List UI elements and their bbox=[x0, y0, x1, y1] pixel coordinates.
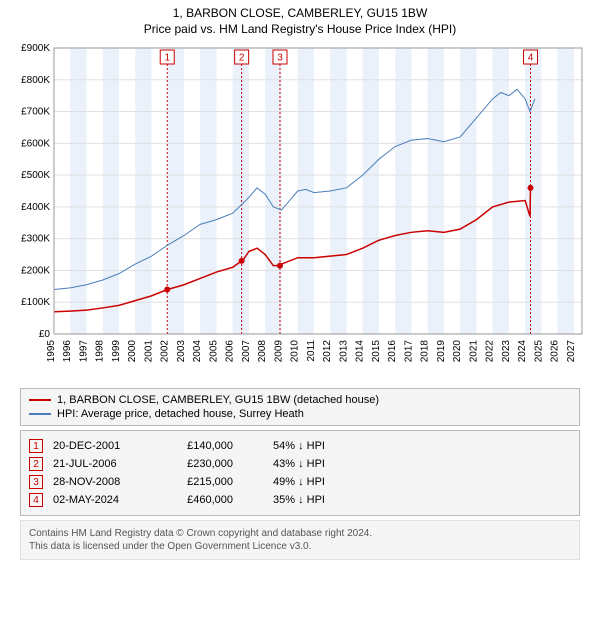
chart-container: 1, BARBON CLOSE, CAMBERLEY, GU15 1BW Pri… bbox=[0, 0, 600, 560]
table-row: 3 28-NOV-2008 £215,000 49% ↓ HPI bbox=[29, 473, 571, 491]
svg-text:£400K: £400K bbox=[21, 202, 50, 213]
svg-text:2: 2 bbox=[239, 53, 245, 64]
svg-text:£500K: £500K bbox=[21, 170, 50, 181]
transaction-pct: 43% ↓ HPI bbox=[273, 458, 403, 470]
svg-text:2017: 2017 bbox=[403, 340, 414, 363]
transaction-pct: 35% ↓ HPI bbox=[273, 494, 403, 506]
svg-text:2024: 2024 bbox=[517, 340, 528, 363]
transaction-pct: 54% ↓ HPI bbox=[273, 440, 403, 452]
transactions-table: 1 20-DEC-2001 £140,000 54% ↓ HPI 2 21-JUL-200… bbox=[20, 430, 580, 516]
svg-text:2004: 2004 bbox=[192, 340, 203, 363]
table-row: 1 20-DEC-2001 £140,000 54% ↓ HPI bbox=[29, 437, 571, 455]
svg-text:2015: 2015 bbox=[371, 340, 382, 363]
svg-text:1998: 1998 bbox=[95, 340, 106, 363]
svg-text:2020: 2020 bbox=[452, 340, 463, 363]
svg-text:2025: 2025 bbox=[533, 340, 544, 363]
transaction-price: £460,000 bbox=[173, 494, 263, 506]
transaction-marker: 3 bbox=[29, 475, 43, 489]
svg-text:2014: 2014 bbox=[355, 340, 366, 363]
legend-row: HPI: Average price, detached house, Surr… bbox=[29, 407, 571, 421]
svg-text:2018: 2018 bbox=[420, 340, 431, 363]
footer-line2: This data is licensed under the Open Gov… bbox=[29, 540, 571, 553]
svg-text:£200K: £200K bbox=[21, 265, 50, 276]
legend-label: 1, BARBON CLOSE, CAMBERLEY, GU15 1BW (de… bbox=[57, 394, 379, 406]
svg-text:2013: 2013 bbox=[338, 340, 349, 363]
svg-text:£0: £0 bbox=[39, 329, 51, 340]
transaction-price: £140,000 bbox=[173, 440, 263, 452]
svg-text:£300K: £300K bbox=[21, 234, 50, 245]
svg-text:£600K: £600K bbox=[21, 138, 50, 149]
table-row: 4 02-MAY-2024 £460,000 35% ↓ HPI bbox=[29, 491, 571, 509]
legend-label: HPI: Average price, detached house, Surr… bbox=[57, 408, 304, 420]
legend-swatch bbox=[29, 413, 51, 415]
table-row: 2 21-JUL-2006 £230,000 43% ↓ HPI bbox=[29, 455, 571, 473]
svg-text:2006: 2006 bbox=[225, 340, 236, 363]
footer-line1: Contains HM Land Registry data © Crown c… bbox=[29, 527, 571, 540]
chart-subtitle: Price paid vs. HM Land Registry's House … bbox=[0, 20, 600, 42]
legend-row: 1, BARBON CLOSE, CAMBERLEY, GU15 1BW (de… bbox=[29, 393, 571, 407]
svg-text:2008: 2008 bbox=[257, 340, 268, 363]
svg-text:1999: 1999 bbox=[111, 340, 122, 363]
chart-title: 1, BARBON CLOSE, CAMBERLEY, GU15 1BW bbox=[0, 0, 600, 20]
svg-text:2009: 2009 bbox=[273, 340, 284, 363]
svg-text:2022: 2022 bbox=[485, 340, 496, 363]
svg-text:2000: 2000 bbox=[127, 340, 138, 363]
svg-text:1996: 1996 bbox=[62, 340, 73, 363]
transaction-price: £215,000 bbox=[173, 476, 263, 488]
svg-text:£900K: £900K bbox=[21, 43, 50, 54]
chart-plot: £0 £100K £200K £300K £400K £500K £600K £700K £80… bbox=[10, 42, 590, 382]
transaction-marker: 4 bbox=[29, 493, 43, 507]
transaction-pct: 49% ↓ HPI bbox=[273, 476, 403, 488]
svg-text:2011: 2011 bbox=[306, 340, 317, 362]
svg-text:2007: 2007 bbox=[241, 340, 252, 363]
svg-text:1997: 1997 bbox=[78, 340, 89, 363]
svg-text:2012: 2012 bbox=[322, 340, 333, 363]
svg-text:£800K: £800K bbox=[21, 75, 50, 86]
svg-text:2002: 2002 bbox=[160, 340, 171, 363]
svg-text:2023: 2023 bbox=[501, 340, 512, 363]
transaction-date: 28-NOV-2008 bbox=[53, 476, 163, 488]
transaction-price: £230,000 bbox=[173, 458, 263, 470]
svg-text:2010: 2010 bbox=[290, 340, 301, 363]
svg-text:£700K: £700K bbox=[21, 107, 50, 118]
transaction-date: 21-JUL-2006 bbox=[53, 458, 163, 470]
svg-text:2027: 2027 bbox=[566, 340, 577, 363]
svg-text:1995: 1995 bbox=[46, 340, 57, 363]
transaction-marker: 1 bbox=[29, 439, 43, 453]
attribution-footer: Contains HM Land Registry data © Crown c… bbox=[20, 520, 580, 560]
svg-text:2019: 2019 bbox=[436, 340, 447, 363]
legend-swatch bbox=[29, 399, 51, 401]
svg-text:2026: 2026 bbox=[550, 340, 561, 363]
svg-text:2005: 2005 bbox=[208, 340, 219, 363]
svg-text:2021: 2021 bbox=[468, 340, 479, 363]
svg-text:1: 1 bbox=[164, 53, 170, 64]
svg-text:2001: 2001 bbox=[143, 340, 154, 363]
legend: 1, BARBON CLOSE, CAMBERLEY, GU15 1BW (de… bbox=[20, 388, 580, 426]
svg-text:2016: 2016 bbox=[387, 340, 398, 363]
transaction-date: 02-MAY-2024 bbox=[53, 494, 163, 506]
svg-text:4: 4 bbox=[528, 53, 534, 64]
chart-svg: £0 £100K £200K £300K £400K £500K £600K £700K £80… bbox=[10, 42, 590, 382]
svg-text:2003: 2003 bbox=[176, 340, 187, 363]
transaction-marker: 2 bbox=[29, 457, 43, 471]
transaction-date: 20-DEC-2001 bbox=[53, 440, 163, 452]
svg-text:£100K: £100K bbox=[21, 297, 50, 308]
svg-text:3: 3 bbox=[277, 53, 283, 64]
year-bands bbox=[70, 48, 574, 334]
